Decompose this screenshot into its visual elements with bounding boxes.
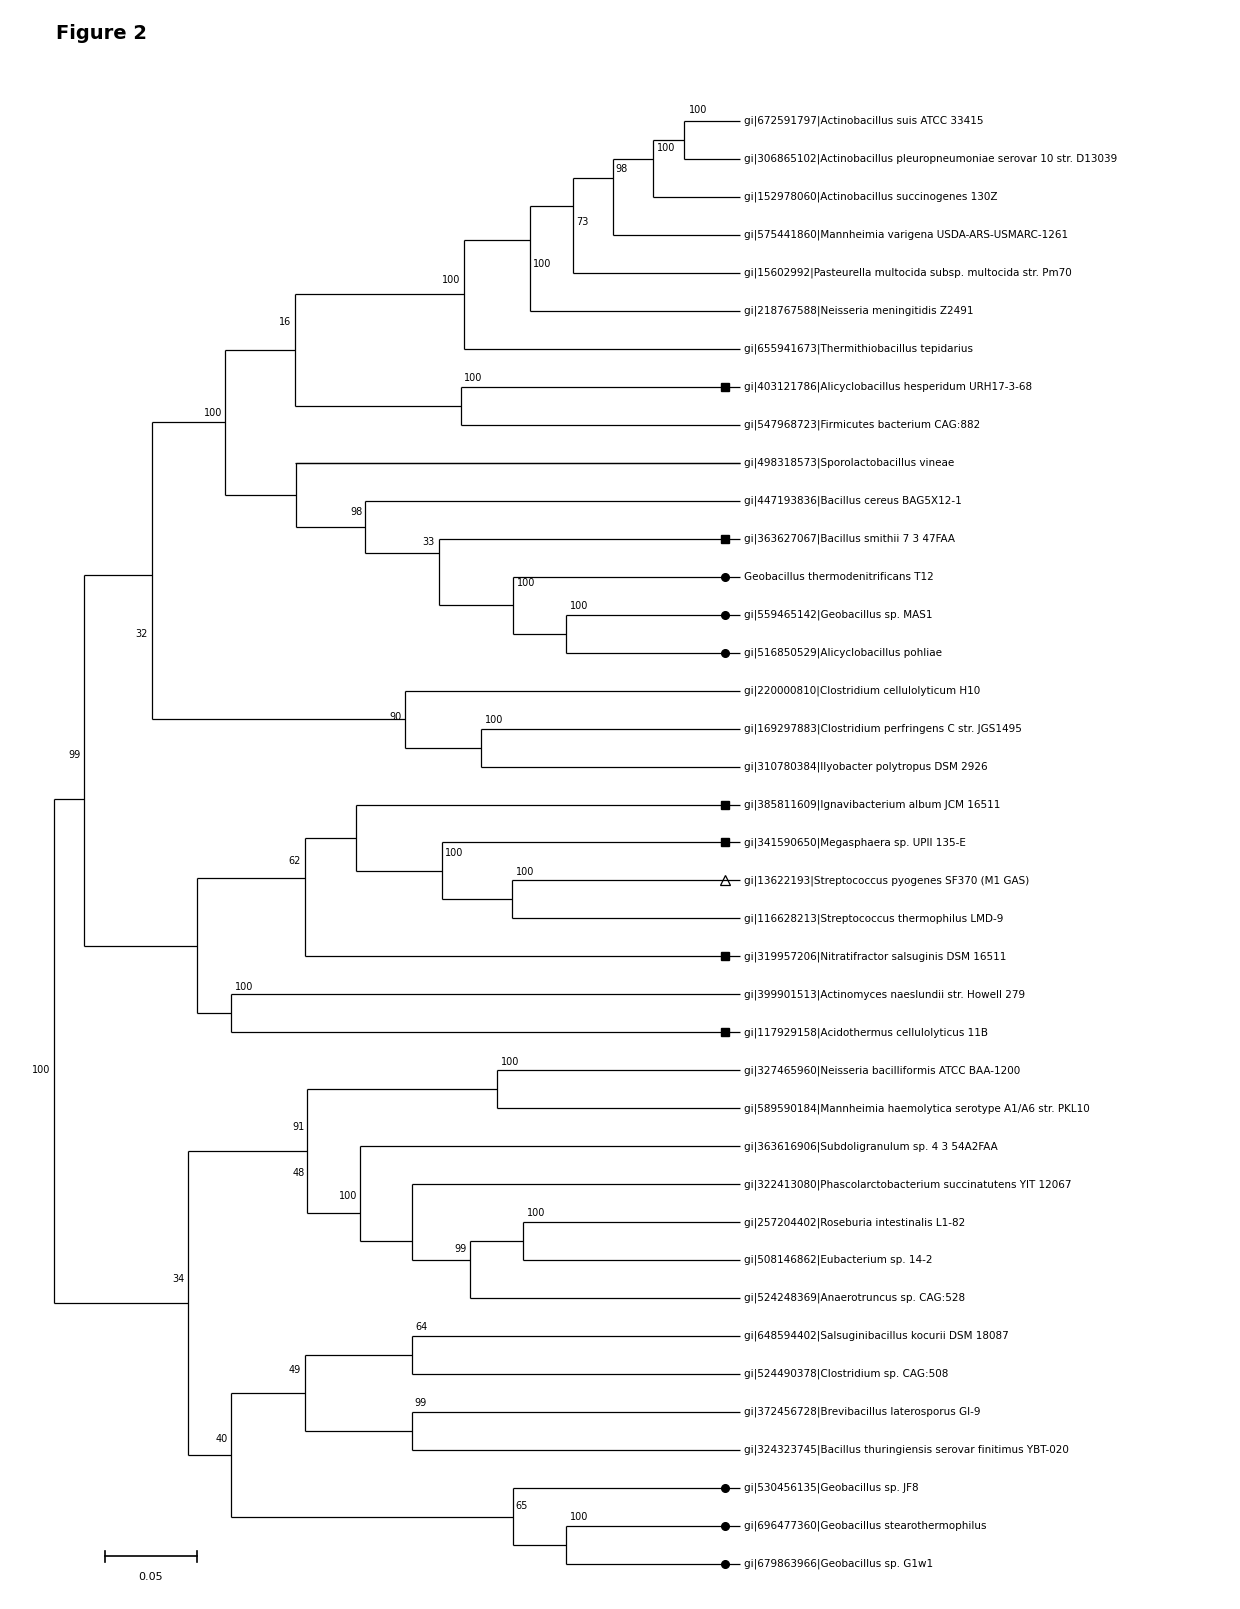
Text: 32: 32 [135, 629, 148, 639]
Text: 100: 100 [516, 867, 534, 877]
Text: gi|524490378|Clostridium sp. CAG:508: gi|524490378|Clostridium sp. CAG:508 [744, 1369, 949, 1379]
Text: 100: 100 [688, 105, 707, 116]
Text: 16: 16 [279, 317, 291, 327]
Text: gi|679863966|Geobacillus sp. G1w1: gi|679863966|Geobacillus sp. G1w1 [744, 1559, 932, 1569]
Text: gi|363627067|Bacillus smithii 7 3 47FAA: gi|363627067|Bacillus smithii 7 3 47FAA [744, 534, 955, 544]
Text: gi|169297883|Clostridium perfringens C str. JGS1495: gi|169297883|Clostridium perfringens C s… [744, 724, 1022, 734]
Text: gi|655941673|Thermithiobacillus tepidarius: gi|655941673|Thermithiobacillus tepidari… [744, 343, 973, 354]
Text: 99: 99 [455, 1244, 466, 1253]
Text: Figure 2: Figure 2 [56, 24, 148, 43]
Text: gi|327465960|Neisseria bacilliformis ATCC BAA-1200: gi|327465960|Neisseria bacilliformis ATC… [744, 1065, 1021, 1075]
Text: gi|319957206|Nitratifractor salsuginis DSM 16511: gi|319957206|Nitratifractor salsuginis D… [744, 951, 1006, 962]
Text: gi|372456728|Brevibacillus laterosporus GI-9: gi|372456728|Brevibacillus laterosporus … [744, 1406, 981, 1418]
Text: 100: 100 [445, 848, 463, 858]
Text: 90: 90 [389, 713, 402, 722]
Text: 100: 100 [517, 578, 536, 587]
Text: gi|15602992|Pasteurella multocida subsp. multocida str. Pm70: gi|15602992|Pasteurella multocida subsp.… [744, 267, 1071, 278]
Text: gi|220000810|Clostridium cellulolyticum H10: gi|220000810|Clostridium cellulolyticum … [744, 685, 980, 695]
Text: gi|672591797|Actinobacillus suis ATCC 33415: gi|672591797|Actinobacillus suis ATCC 33… [744, 116, 983, 126]
Text: gi|322413080|Phascolarctobacterium succinatutens YIT 12067: gi|322413080|Phascolarctobacterium succi… [744, 1179, 1071, 1189]
Text: 100: 100 [501, 1057, 520, 1067]
Text: gi|508146862|Eubacterium sp. 14-2: gi|508146862|Eubacterium sp. 14-2 [744, 1255, 932, 1266]
Text: gi|218767588|Neisseria meningitidis Z2491: gi|218767588|Neisseria meningitidis Z249… [744, 306, 973, 315]
Text: gi|696477360|Geobacillus stearothermophilus: gi|696477360|Geobacillus stearothermophi… [744, 1521, 986, 1532]
Text: 62: 62 [289, 856, 301, 867]
Text: gi|516850529|Alicyclobacillus pohliae: gi|516850529|Alicyclobacillus pohliae [744, 647, 942, 658]
Text: 100: 100 [569, 1512, 588, 1522]
Text: gi|257204402|Roseburia intestinalis L1-82: gi|257204402|Roseburia intestinalis L1-8… [744, 1216, 965, 1228]
Text: 100: 100 [443, 275, 460, 285]
Text: gi|547968723|Firmicutes bacterium CAG:882: gi|547968723|Firmicutes bacterium CAG:88… [744, 420, 980, 430]
Text: 64: 64 [415, 1323, 428, 1332]
Text: 40: 40 [216, 1434, 228, 1443]
Text: 100: 100 [205, 409, 223, 418]
Text: 100: 100 [31, 1065, 50, 1075]
Text: 98: 98 [615, 164, 627, 174]
Text: 100: 100 [527, 1208, 546, 1218]
Text: 100: 100 [464, 373, 482, 383]
Text: 100: 100 [236, 983, 253, 993]
Text: gi|341590650|Megasphaera sp. UPII 135-E: gi|341590650|Megasphaera sp. UPII 135-E [744, 837, 966, 848]
Text: 91: 91 [293, 1123, 305, 1133]
Text: gi|117929158|Acidothermus cellulolyticus 11B: gi|117929158|Acidothermus cellulolyticus… [744, 1027, 988, 1038]
Text: gi|116628213|Streptococcus thermophilus LMD-9: gi|116628213|Streptococcus thermophilus … [744, 914, 1003, 924]
Text: Geobacillus thermodenitrificans T12: Geobacillus thermodenitrificans T12 [744, 571, 934, 581]
Text: 98: 98 [350, 507, 362, 516]
Text: 99: 99 [414, 1398, 427, 1408]
Text: gi|589590184|Mannheimia haemolytica serotype A1/A6 str. PKL10: gi|589590184|Mannheimia haemolytica sero… [744, 1104, 1090, 1113]
Text: 100: 100 [340, 1191, 357, 1200]
Text: gi|13622193|Streptococcus pyogenes SF370 (M1 GAS): gi|13622193|Streptococcus pyogenes SF370… [744, 875, 1029, 885]
Text: 33: 33 [423, 537, 435, 547]
Text: gi|447193836|Bacillus cereus BAG5X12-1: gi|447193836|Bacillus cereus BAG5X12-1 [744, 496, 961, 505]
Text: 34: 34 [172, 1274, 185, 1284]
Text: gi|152978060|Actinobacillus succinogenes 130Z: gi|152978060|Actinobacillus succinogenes… [744, 191, 997, 203]
Text: 49: 49 [289, 1366, 301, 1376]
Text: 100: 100 [533, 259, 552, 269]
Text: gi|530456135|Geobacillus sp. JF8: gi|530456135|Geobacillus sp. JF8 [744, 1483, 919, 1493]
Text: 100: 100 [485, 714, 503, 724]
Text: gi|306865102|Actinobacillus pleuropneumoniae serovar 10 str. D13039: gi|306865102|Actinobacillus pleuropneumo… [744, 153, 1117, 164]
Text: 73: 73 [575, 217, 588, 227]
Text: gi|310780384|Ilyobacter polytropus DSM 2926: gi|310780384|Ilyobacter polytropus DSM 2… [744, 761, 987, 772]
Text: gi|399901513|Actinomyces naeslundii str. Howell 279: gi|399901513|Actinomyces naeslundii str.… [744, 990, 1025, 999]
Text: gi|324323745|Bacillus thuringiensis serovar finitimus YBT-020: gi|324323745|Bacillus thuringiensis sero… [744, 1445, 1069, 1456]
Text: gi|385811609|Ignavibacterium album JCM 16511: gi|385811609|Ignavibacterium album JCM 1… [744, 800, 1001, 809]
Text: 99: 99 [68, 750, 81, 759]
Text: gi|575441860|Mannheimia varigena USDA-ARS-USMARC-1261: gi|575441860|Mannheimia varigena USDA-AR… [744, 230, 1068, 240]
Text: gi|648594402|Salsuginibacillus kocurii DSM 18087: gi|648594402|Salsuginibacillus kocurii D… [744, 1331, 1008, 1342]
Text: 100: 100 [569, 600, 588, 611]
Text: 65: 65 [516, 1501, 528, 1511]
Text: 48: 48 [293, 1168, 305, 1178]
Text: gi|363616906|Subdoligranulum sp. 4 3 54A2FAA: gi|363616906|Subdoligranulum sp. 4 3 54A… [744, 1141, 998, 1152]
Text: 100: 100 [657, 143, 675, 153]
Text: gi|559465142|Geobacillus sp. MAS1: gi|559465142|Geobacillus sp. MAS1 [744, 610, 932, 619]
Text: gi|403121786|Alicyclobacillus hesperidum URH17-3-68: gi|403121786|Alicyclobacillus hesperidum… [744, 381, 1032, 393]
Text: gi|498318573|Sporolactobacillus vineae: gi|498318573|Sporolactobacillus vineae [744, 457, 954, 468]
Text: gi|524248369|Anaerotruncus sp. CAG:528: gi|524248369|Anaerotruncus sp. CAG:528 [744, 1294, 965, 1303]
Text: 0.05: 0.05 [139, 1572, 164, 1582]
